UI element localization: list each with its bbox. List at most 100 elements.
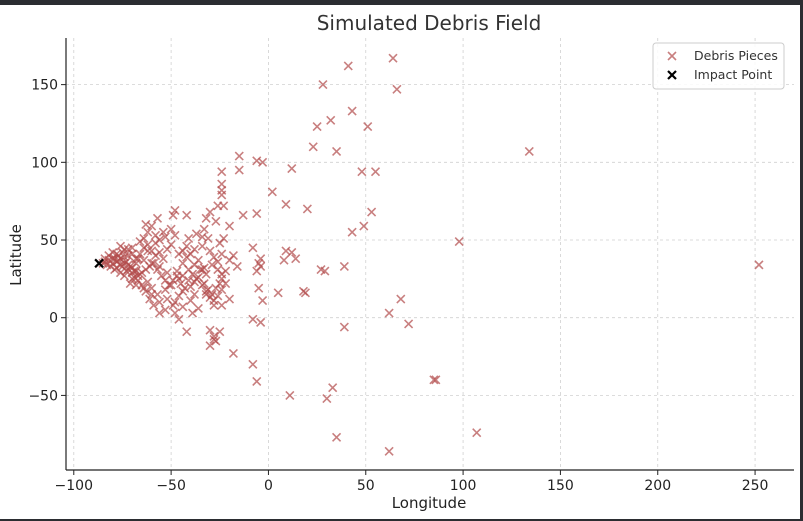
debris-point [201,213,211,223]
debris-point [152,264,163,275]
x-tick-label: 0 [264,478,273,494]
debris-point [201,286,211,296]
debris-point [248,243,258,253]
debris-point [248,314,258,324]
debris-point [211,216,221,226]
legend-item-impact: Impact Point [667,67,772,82]
y-tick-label: −50 [28,388,58,404]
debris-point [367,207,377,217]
x-tick-label: 250 [742,478,769,494]
debris-point [215,327,225,337]
debris-point [170,308,180,318]
debris-point [193,303,203,313]
debris-point [312,122,322,132]
debris-point [184,233,194,244]
debris-point [160,285,170,295]
debris-point [201,269,211,279]
debris-point [127,274,137,284]
debris-point [252,209,262,219]
debris-point [197,241,207,251]
axes [65,38,794,471]
debris-point [162,268,172,278]
debris-point [209,300,219,310]
debris-point [217,190,227,200]
debris-point [384,308,394,318]
window-bottom-border [0,519,803,521]
debris-point [178,302,188,312]
debris-point [160,232,170,242]
debris-point [189,289,200,299]
debris-point [207,260,217,270]
debris-point [145,294,155,304]
debris-point [150,230,161,240]
debris-point [143,277,153,287]
debris-point [217,285,227,295]
debris-point [213,291,223,301]
debris-point [238,210,248,220]
debris-point [215,238,225,248]
debris-point [209,334,219,345]
debris-point [174,314,184,324]
debris-point [147,289,157,299]
debris-point [139,283,149,293]
legend-marker-impact [667,70,677,80]
legend: Debris Pieces Impact Point [652,42,785,90]
debris-point [252,376,262,386]
debris-point [139,233,149,244]
window-top-border [0,0,803,5]
debris-point [203,233,213,244]
debris-point [199,224,209,234]
debris-point [357,167,367,177]
debris-point [392,84,402,94]
legend-marker-debris [667,51,677,61]
scatter-points [94,53,764,456]
debris-point [388,53,398,63]
debris-point [187,308,198,318]
debris-point [404,319,414,329]
debris-point [166,224,176,234]
debris-point [343,61,353,71]
debris-point [166,280,176,290]
debris-point [217,269,227,279]
debris-point [308,142,318,152]
x-tick-label: 200 [644,478,671,494]
debris-point [205,246,215,256]
debris-point [149,300,159,310]
debris-point [143,246,153,256]
debris-point [133,254,143,264]
legend-x-impact [667,70,677,80]
debris-point [195,264,205,275]
debris-point [182,210,192,220]
debris-point [232,261,242,271]
debris-point [221,278,231,289]
debris-point [524,146,534,157]
debris-point [123,260,133,270]
debris-point [320,266,330,276]
debris-point [258,296,268,306]
debris-point [228,348,238,359]
impact-point [94,258,104,269]
debris-point [166,240,176,250]
debris-point [209,252,219,262]
x-tick-label: 50 [357,478,375,494]
y-axis-label: Latitude [7,224,25,286]
legend-label-debris: Debris Pieces [694,48,778,63]
debris-point [154,247,164,258]
debris-point [287,163,297,174]
debris-point [209,331,219,341]
debris-point [256,254,266,264]
chart-title: Simulated Debris Field [317,11,542,35]
debris-point [149,258,159,268]
debris-point [193,272,203,282]
debris-point [170,230,180,240]
debris-point [384,446,394,456]
debris-point [256,261,266,271]
debris-point [431,375,441,385]
debris-point [359,221,369,231]
debris-point [472,428,482,438]
x-tick-label: 150 [547,478,574,494]
debris-point [370,167,381,177]
debris-point [754,260,764,270]
y-tick-label: 50 [40,233,58,249]
debris-point [234,165,244,175]
